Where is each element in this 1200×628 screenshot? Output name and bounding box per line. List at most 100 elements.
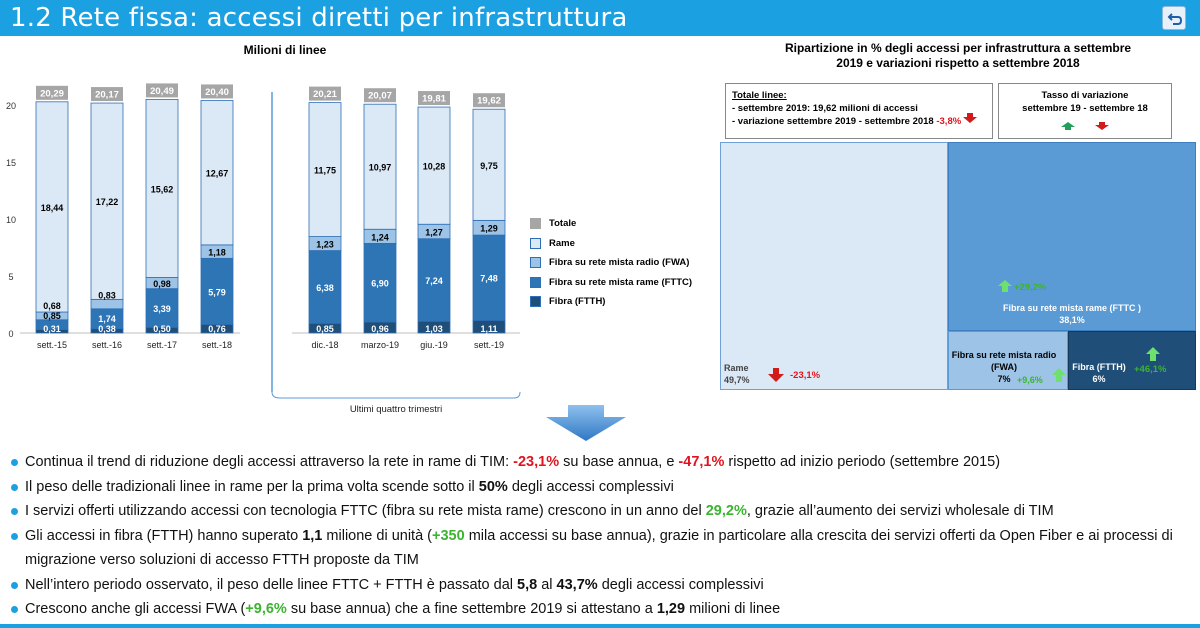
- bullet-text: rispetto ad inizio periodo (settembre 20…: [724, 454, 1001, 470]
- bullet-text: -23,1%: [513, 454, 560, 470]
- bar-segment: [308, 250, 342, 324]
- bullet-text: su base annua) che a fine settembre 2019…: [286, 601, 657, 617]
- data-label: 6,38: [316, 283, 334, 293]
- total-label: 19,62: [477, 96, 501, 107]
- bullet-text: , grazie all’aumento dei servizi wholesa…: [746, 503, 1054, 519]
- data-label: 15,62: [151, 184, 174, 194]
- bullet-text: I servizi offerti utilizzando accessi co…: [25, 503, 706, 519]
- y-tick-label: 10: [6, 215, 16, 225]
- x-tick-label: sett.-15: [37, 340, 67, 350]
- x-tick-label: giu.-19: [420, 340, 448, 350]
- total-label: 20,29: [40, 88, 64, 99]
- total-label: 20,21: [313, 89, 337, 100]
- tile-fwa-share: 7%: [997, 374, 1011, 384]
- data-label: 0,76: [208, 324, 226, 334]
- bullet-text: +350: [432, 527, 465, 544]
- tile-fwa-name: Fibra su rete mista radio (FWA): [951, 350, 1057, 372]
- bar-chart: 051015200,310,850,6818,4420,29sett.-150,…: [6, 83, 521, 415]
- data-label: 17,22: [96, 197, 119, 207]
- bullet-text: milione di unità (: [322, 527, 432, 544]
- total-box: [146, 83, 178, 98]
- data-label: 0,98: [153, 279, 171, 289]
- bar-segment: [472, 108, 506, 221]
- back-button[interactable]: [1162, 6, 1186, 30]
- y-tick-label: 20: [6, 101, 16, 111]
- total-box: [91, 87, 123, 102]
- tile-rame-share: 49,7%: [724, 375, 750, 385]
- down-arrow-icon: [546, 405, 626, 441]
- red-down-arrow-icon: [768, 368, 784, 382]
- bracket-line: [271, 391, 521, 399]
- tile-ftth-change: +46,1%: [1134, 364, 1167, 375]
- green-up-arrow-icon: [1052, 368, 1066, 382]
- footer-line: [0, 624, 1200, 628]
- bullet-item: Il peso delle tradizionali linee in rame…: [8, 475, 1196, 500]
- totale-line2-row: - variazione settembre 2019 - settembre …: [732, 115, 986, 128]
- tile-ftth: [1068, 331, 1196, 390]
- totale-linee-box: Totale linee: - settembre 2019: 19,62 mi…: [725, 83, 993, 139]
- red-down-arrow-icon: [1095, 122, 1109, 130]
- totale-line1: - settembre 2019: 19,62 milioni di acces…: [732, 103, 918, 114]
- bar-segment: [35, 101, 69, 313]
- total-label: 20,49: [150, 86, 174, 97]
- data-label: 18,44: [41, 203, 64, 213]
- tile-rame-change: -23,1%: [790, 370, 821, 381]
- bar-segment: [90, 298, 124, 310]
- total-box: [364, 88, 396, 103]
- green-up-arrow-icon: [1146, 347, 1160, 361]
- y-tick-label: 5: [8, 272, 13, 282]
- bullet-item: Gli accessi in fibra (FTTH) hanno supera…: [8, 524, 1196, 573]
- legend-swatch: [530, 296, 541, 308]
- bullet-text: 50%: [478, 478, 508, 495]
- bullet-text: Continua il trend di riduzione degli acc…: [25, 454, 514, 470]
- data-label: 10,28: [423, 162, 446, 172]
- tile-fwa: [948, 331, 1068, 390]
- bar-segment: [145, 288, 179, 328]
- green-up-arrow-icon: [1061, 122, 1075, 130]
- data-label: 0,50: [153, 324, 171, 334]
- right-chart-title-line1: Ripartizione in % degli accessi per infr…: [784, 41, 1132, 55]
- data-label: 7,24: [425, 276, 443, 286]
- data-label: 11,75: [314, 166, 336, 176]
- bar-segment: [200, 257, 234, 325]
- x-tick-label: sett.-17: [147, 340, 177, 350]
- data-label: 9,75: [480, 161, 498, 171]
- tile-fttc-label: Fibra su rete mista rame (FTTC ) 38,1%: [948, 302, 1196, 326]
- legend-ftth: Fibra (FTTH): [530, 292, 692, 312]
- data-label: 0,68: [43, 301, 61, 311]
- bar-segment: [308, 102, 342, 237]
- bullet-text: Nell’intero periodo osservato, il peso d…: [25, 576, 518, 593]
- data-label: 0,31: [43, 324, 61, 334]
- chart-legend: Totale Rame Fibra su rete mista radio (FWA…: [530, 214, 692, 312]
- bullet-text: Gli accessi in fibra (FTTH) hanno supera…: [25, 527, 303, 544]
- total-label: 20,40: [205, 87, 229, 98]
- red-down-arrow-icon: [963, 113, 977, 123]
- totale-heading: Totale linee:: [732, 90, 787, 101]
- right-chart-title-line2: 2019 e variazioni rispetto a settembre 2…: [836, 56, 1080, 70]
- tile-fttc-name: Fibra su rete mista rame (FTTC ): [1002, 303, 1142, 313]
- green-up-arrow-icon: [998, 280, 1012, 292]
- bullet-text: al: [537, 576, 557, 593]
- tile-fwa-change: +9,6%: [1017, 375, 1043, 385]
- data-label: 1,29: [480, 224, 498, 234]
- right-chart-title: Ripartizione in % degli accessi per infr…: [720, 41, 1196, 71]
- totale-line2: - variazione settembre 2019 - settembre …: [732, 116, 934, 127]
- legend-label: Fibra su rete mista radio (FWA): [549, 257, 690, 269]
- bullet-text: mila accessi su base annua), grazie in p…: [25, 527, 1173, 569]
- bullet-item: Nell’intero periodo osservato, il peso d…: [8, 573, 1196, 598]
- total-box: [201, 84, 233, 99]
- data-label: 5,79: [208, 287, 226, 297]
- tile-rame: [720, 142, 948, 390]
- bullet-list: Continua il trend di riduzione degli acc…: [8, 450, 1196, 622]
- bullet-item: I servizi offerti utilizzando accessi co…: [8, 499, 1196, 524]
- totale-change: -3,8%: [936, 116, 962, 127]
- tile-rame-label: Rame 49,7%: [724, 362, 750, 386]
- bullet-text: degli accessi complessivi: [597, 576, 764, 593]
- legend-label: Rame: [549, 237, 575, 249]
- bar-segment: [363, 103, 397, 230]
- bar-segment: [417, 238, 451, 322]
- data-label: 1,27: [425, 227, 443, 237]
- bullet-text: 43,7%: [556, 576, 598, 593]
- y-tick-label: 0: [8, 329, 13, 339]
- legend-label: Fibra su rete mista rame (FTTC): [549, 276, 693, 288]
